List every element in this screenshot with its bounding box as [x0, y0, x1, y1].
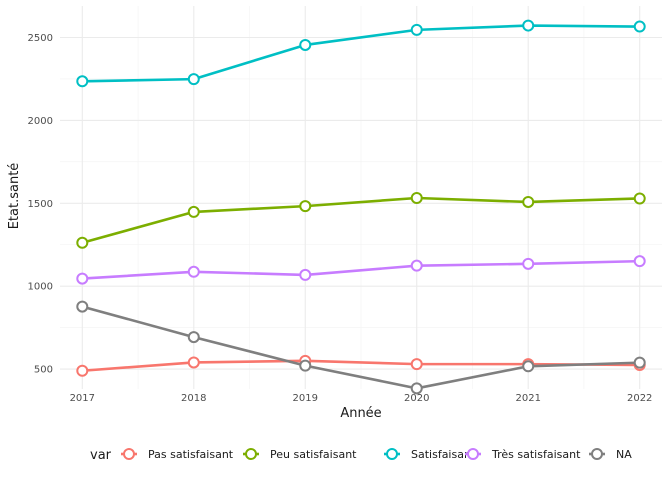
legend-label: Peu satisfaisant	[270, 448, 357, 461]
legend-label: Pas satisfaisant	[148, 448, 234, 461]
legend: var Pas satisfaisant Peu satisfaisant Sati…	[90, 448, 632, 463]
series-line	[81, 196, 640, 245]
legend-key-point	[467, 448, 479, 460]
data-point	[633, 20, 646, 33]
series-na	[76, 300, 646, 395]
legend-key-point	[245, 448, 257, 460]
data-point	[410, 259, 423, 272]
x-tick-label: 2021	[515, 393, 540, 404]
y-tick-label: 500	[34, 365, 53, 376]
y-tick-labels: 500 1000 1500 2000 2500	[28, 33, 53, 376]
series-line	[81, 305, 640, 390]
x-tick-label: 2020	[404, 393, 429, 404]
x-tick-label: 2019	[293, 393, 318, 404]
x-axis-title: Année	[340, 406, 381, 421]
data-point	[410, 358, 423, 371]
legend-item: Peu satisfaisant	[243, 448, 357, 461]
data-point	[299, 38, 312, 51]
series-layer	[76, 19, 646, 395]
data-point	[299, 200, 312, 213]
legend-label: NA	[616, 448, 632, 461]
y-tick-label: 2500	[28, 33, 53, 44]
x-tick-label: 2022	[627, 393, 652, 404]
data-point	[522, 360, 535, 373]
y-tick-label: 1500	[28, 199, 53, 210]
data-point	[410, 23, 423, 36]
data-point	[76, 364, 89, 377]
data-point	[76, 75, 89, 88]
legend-item: Très satisfaisant	[465, 448, 581, 461]
legend-label: Très satisfaisant	[491, 448, 581, 461]
legend-key-point	[386, 448, 398, 460]
series-satisfaisant	[76, 19, 646, 88]
legend-label: Satisfaisant	[411, 448, 476, 461]
x-tick-label: 2018	[181, 393, 206, 404]
x-tick-label: 2017	[70, 393, 95, 404]
x-tick-labels: 2017 2018 2019 2020 2021 2022	[70, 393, 653, 404]
data-point	[633, 356, 646, 369]
data-point	[633, 192, 646, 205]
legend-item: Pas satisfaisant	[121, 448, 234, 461]
legend-key-point	[123, 448, 135, 460]
data-point	[633, 255, 646, 268]
data-point	[76, 272, 89, 285]
data-point	[522, 19, 535, 32]
data-point	[410, 382, 423, 395]
data-point	[410, 191, 423, 204]
minor-gridlines	[60, 6, 662, 389]
legend-item: Satisfaisant	[384, 448, 476, 461]
legend-title: var	[90, 448, 112, 463]
y-tick-label: 2000	[28, 116, 53, 127]
data-point	[187, 356, 200, 369]
data-point	[299, 268, 312, 281]
y-tick-label: 1000	[28, 282, 53, 293]
data-point	[76, 236, 89, 249]
legend-item: NA	[589, 448, 632, 461]
series-line	[82, 259, 640, 280]
data-point	[76, 300, 89, 313]
legend-key-point	[591, 448, 603, 460]
data-point	[522, 257, 535, 270]
series-tres-satisfaisant	[76, 255, 646, 285]
series-peu-satisfaisant	[76, 191, 646, 249]
data-point	[522, 195, 535, 208]
series-line	[82, 359, 640, 373]
data-point	[187, 265, 200, 278]
data-point	[299, 359, 312, 372]
y-axis-title: Etat.santé	[7, 163, 22, 230]
data-point	[187, 73, 200, 86]
series-line	[82, 24, 640, 83]
data-point	[187, 205, 200, 218]
data-point	[187, 331, 200, 344]
